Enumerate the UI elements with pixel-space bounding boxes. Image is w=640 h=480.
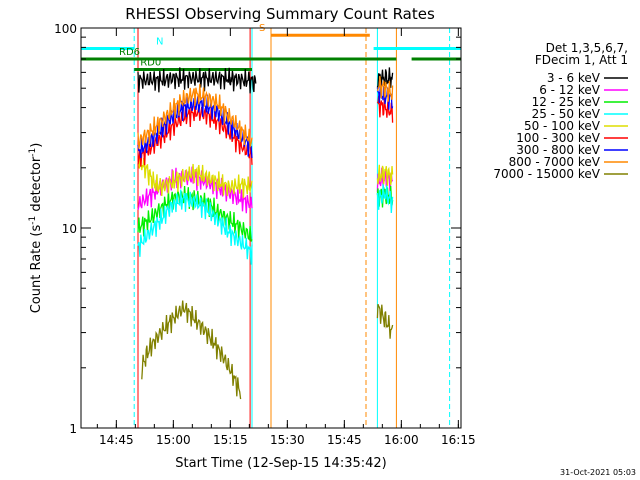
x-axis-label: Start Time (12-Sep-15 14:35:42): [175, 456, 386, 471]
legend-label-1: 6 - 12 keV: [539, 83, 601, 97]
y-axis-label-sup2: -1: [28, 148, 38, 157]
y-axis-label: Count Rate (s-1 detector-1): [28, 143, 44, 314]
legend: Det 1,3,5,6,7, FDecim 1, Att 1 3 - 6 keV…: [493, 41, 628, 181]
x-tick-label-3: 15:30: [270, 433, 305, 447]
legend-label-8: 7000 - 15000 keV: [493, 167, 600, 181]
legend-label-0: 3 - 6 keV: [547, 71, 601, 85]
series-0-line-0: [137, 67, 257, 94]
legend-label-2: 12 - 25 keV: [532, 95, 601, 109]
x-tick-label-5: 16:00: [384, 433, 419, 447]
y-tick-label-2: 100: [54, 22, 77, 36]
y-tick-label-1: 10: [62, 222, 77, 236]
y-axis-label-end: ): [29, 143, 44, 148]
chart-title: RHESSI Observing Summary Count Rates: [125, 5, 435, 23]
series-3-line-1: [376, 183, 394, 214]
x-tick-label-6: 16:15: [441, 433, 476, 447]
series-3-line-0: [137, 189, 253, 265]
time-markers: [80, 28, 451, 428]
legend-header-2: FDecim 1, Att 1: [535, 53, 628, 67]
timestamp: 31-Oct-2021 05:03: [560, 468, 636, 477]
x-tick-label-4: 15:45: [327, 433, 362, 447]
flag-label-S: S: [259, 23, 265, 34]
y-tick-label-0: 1: [69, 422, 77, 436]
flag-label-N: N: [156, 36, 163, 47]
series-4-line-1: [376, 164, 394, 186]
legend-label-7: 800 - 7000 keV: [509, 155, 601, 169]
y-axis-label-main: Count Rate (s: [29, 225, 44, 314]
flag-label-RD6: RD6: [119, 47, 140, 58]
series-8-line-1: [376, 303, 394, 339]
legend-header-1: Det 1,3,5,6,7,: [546, 41, 628, 55]
y-axis-label-mid: detector: [29, 156, 44, 216]
x-tick-label-1: 15:00: [156, 433, 191, 447]
series-7-line-0: [137, 84, 253, 149]
legend-label-3: 25 - 50 keV: [532, 107, 601, 121]
x-tick-label-0: 14:45: [99, 433, 134, 447]
series-4-line-0: [137, 151, 253, 199]
y-axis: 1 10 100: [54, 22, 461, 436]
legend-label-5: 100 - 300 keV: [516, 131, 600, 145]
legend-label-4: 50 - 100 keV: [524, 119, 601, 133]
x-axis: 14:45 15:00 15:15 15:30 15:45 16:00 16:15: [96, 28, 476, 447]
series-lines: [137, 67, 394, 400]
x-tick-label-2: 15:15: [213, 433, 248, 447]
y-axis-label-sup: -1: [28, 216, 38, 225]
series-8-line-0: [141, 300, 242, 400]
series-7-line-1: [376, 75, 394, 102]
legend-label-6: 300 - 800 keV: [516, 143, 600, 157]
flag-label-RD0: RD0: [140, 58, 161, 69]
